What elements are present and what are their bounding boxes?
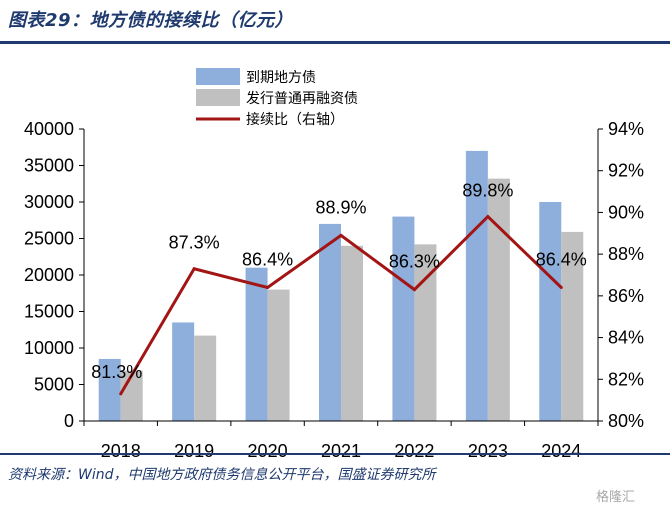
x-tick-label: 2024 <box>541 441 581 461</box>
y-left-tick-label: 30000 <box>24 192 74 212</box>
watermark: 格隆汇 <box>596 490 636 505</box>
ratio-data-label: 86.3% <box>389 252 440 272</box>
y-left-tick-label: 0 <box>64 411 74 431</box>
bar-maturing-2019 <box>172 322 195 421</box>
bar-maturing-2020 <box>245 267 268 421</box>
y-left-tick-label: 25000 <box>24 229 74 249</box>
footer-rule <box>0 453 670 455</box>
ratio-data-label: 81.3% <box>91 362 142 382</box>
legend-label-maturing: 到期地方债 <box>246 70 316 86</box>
ratio-data-label: 89.8% <box>462 181 513 201</box>
y-right-tick-label: 92% <box>608 161 644 181</box>
y-right-tick-label: 86% <box>608 286 644 306</box>
y-right-tick-label: 84% <box>608 328 644 348</box>
y-left-tick-label: 40000 <box>24 119 74 139</box>
bar-maturing-2018 <box>98 358 121 421</box>
title-rule <box>0 41 670 44</box>
y-left-tick-label: 10000 <box>24 338 74 358</box>
y-right-tick-label: 88% <box>608 244 644 264</box>
source-note: 资料来源：Wind，中国地方政府债务信息公开平台，国盛证券研究所 <box>8 467 436 483</box>
x-tick-label: 2018 <box>101 441 141 461</box>
ratio-data-label: 86.4% <box>242 250 293 270</box>
ratio-point-2019 <box>192 267 196 271</box>
legend-label-refinancing: 发行普通再融资债 <box>246 91 358 107</box>
bar-maturing-2022 <box>392 216 415 421</box>
bar-maturing-2023 <box>465 150 488 421</box>
bar-refinancing-2023 <box>487 178 510 421</box>
bar-refinancing-2020 <box>267 289 290 421</box>
legend-swatch-refinancing <box>196 89 240 106</box>
ratio-point-2022 <box>412 288 416 292</box>
x-tick-label: 2022 <box>394 441 434 461</box>
ratio-point-2023 <box>486 215 490 219</box>
bar-refinancing-2024 <box>561 231 584 421</box>
y-right-tick-label: 94% <box>608 119 644 139</box>
ratio-point-2020 <box>266 286 270 290</box>
y-right-tick-label: 90% <box>608 202 644 222</box>
ratio-point-2021 <box>339 233 343 237</box>
bar-refinancing-2022 <box>414 244 437 421</box>
ratio-data-label: 86.4% <box>536 250 587 270</box>
y-right-tick-label: 82% <box>608 369 644 389</box>
bar-refinancing-2021 <box>341 245 363 421</box>
y-left-tick-label: 15000 <box>24 302 74 322</box>
x-tick-label: 2021 <box>321 441 361 461</box>
y-left-tick-label: 20000 <box>24 265 74 285</box>
figure-title: 图表29：地方债的接续比（亿元） <box>8 10 294 31</box>
x-tick-label: 2019 <box>174 441 214 461</box>
bar-maturing-2021 <box>319 223 341 421</box>
legend-swatch-maturing <box>196 68 240 85</box>
bar-maturing-2024 <box>539 202 562 421</box>
ratio-data-label: 88.9% <box>315 197 366 217</box>
x-tick-label: 2023 <box>468 441 508 461</box>
y-right-tick-label: 80% <box>608 411 644 431</box>
x-tick-label: 2020 <box>248 441 288 461</box>
bar-refinancing-2019 <box>194 335 217 421</box>
y-left-tick-label: 35000 <box>24 156 74 176</box>
ratio-data-label: 87.3% <box>169 233 220 253</box>
ratio-point-2024 <box>559 286 563 290</box>
ratio-point-2018 <box>119 392 123 396</box>
y-left-tick-label: 5000 <box>34 375 74 395</box>
legend-label-ratio: 接续比（右轴） <box>246 111 344 128</box>
